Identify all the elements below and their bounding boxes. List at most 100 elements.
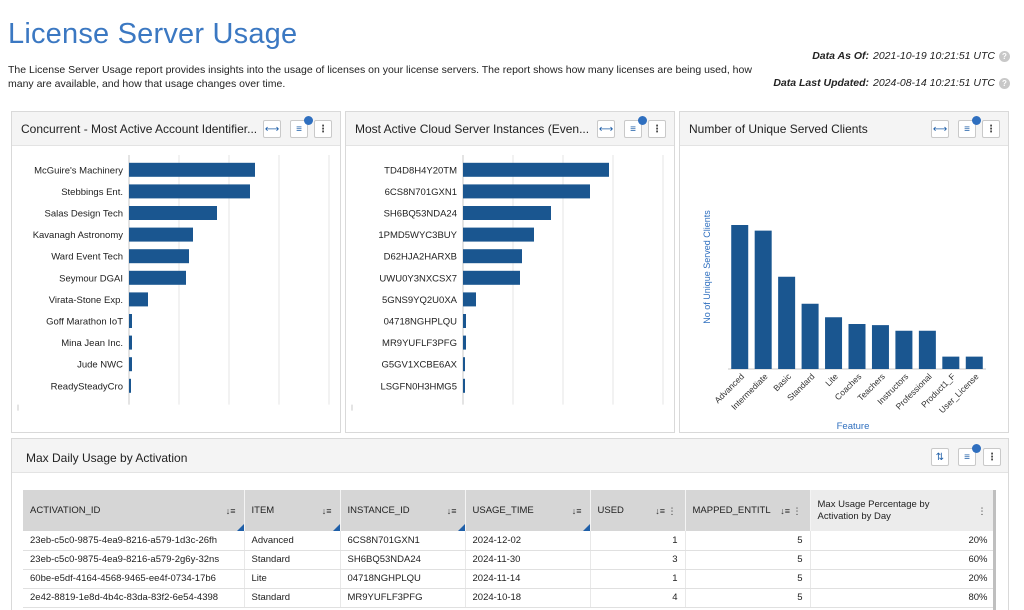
filter-badge xyxy=(972,444,981,453)
bar[interactable] xyxy=(463,292,476,307)
bar[interactable] xyxy=(129,249,189,264)
filter-button[interactable]: ≡ xyxy=(290,116,313,138)
bar[interactable] xyxy=(463,314,466,328)
column-header-label: ITEM xyxy=(251,505,275,516)
bar[interactable] xyxy=(754,230,772,369)
bar[interactable] xyxy=(463,357,465,372)
data-last-updated: Data Last Updated: 2024-08-14 10:21:51 U… xyxy=(773,77,1010,89)
bar[interactable] xyxy=(801,303,819,369)
column-header-label: USED xyxy=(597,505,624,516)
filter-button[interactable]: ≡ xyxy=(624,116,647,138)
data-as-of: Data As Of: 2021-10-19 10:21:51 UTC ? xyxy=(812,50,1010,62)
bar[interactable] xyxy=(463,335,466,350)
bar[interactable] xyxy=(129,357,132,372)
bar[interactable] xyxy=(129,270,186,285)
filter-button[interactable]: ≡ xyxy=(958,116,981,138)
bar[interactable] xyxy=(895,330,913,369)
column-header[interactable]: USAGE_TIME ↓≡ xyxy=(465,490,591,531)
data-last-updated-value: 2024-08-14 10:21:51 UTC xyxy=(873,77,995,89)
bar[interactable] xyxy=(463,184,590,199)
chart-unique-clients: Advanced Intermediate Basic Standard Lite Coa… xyxy=(680,147,1008,432)
bar[interactable] xyxy=(965,356,983,369)
table-cell: 6CS8N701GXN1 xyxy=(340,531,466,551)
column-header-label: MAPPED_ENTITL xyxy=(692,505,771,516)
bar[interactable] xyxy=(129,162,255,177)
table-row[interactable]: 2e42-8819-1e8d-4b4c-83da-83f2-6e54-4398 S… xyxy=(23,588,995,608)
bar[interactable] xyxy=(129,206,217,220)
bar[interactable] xyxy=(463,378,465,393)
data-as-of-value: 2021-10-19 10:21:51 UTC xyxy=(873,50,995,62)
bar[interactable] xyxy=(463,227,534,242)
column-header[interactable]: Max Usage Percentage by Activation by Da… xyxy=(810,490,995,531)
bar[interactable] xyxy=(129,314,132,328)
column-header-label: ACTIVATION_ID xyxy=(30,505,101,516)
sort-icon[interactable]: ↓≡ xyxy=(225,506,236,516)
category-label: Salas Design Tech xyxy=(44,209,123,220)
table-cell: 2024-10-18 xyxy=(465,588,591,608)
bar[interactable] xyxy=(942,356,960,369)
filter-button[interactable]: ≡ xyxy=(958,444,981,466)
sort-icon[interactable]: ↓≡ xyxy=(571,506,582,516)
filter-icon: ≡ xyxy=(964,123,970,135)
sort-icon[interactable]: ↓≡ ⋮ xyxy=(655,506,677,516)
sort-icon[interactable]: ↓≡ ⋮ xyxy=(780,506,802,516)
bar[interactable] xyxy=(463,249,522,264)
table-cell: 2e42-8819-1e8d-4b4c-83da-83f2-6e54-4398 xyxy=(23,588,245,608)
sort-icon[interactable]: ⋮ xyxy=(977,506,987,516)
table-cell: Standard xyxy=(244,550,341,570)
panel-header: Number of Unique Served Clients ⟷ ≡ ⋮ xyxy=(680,112,1008,146)
column-header[interactable]: INSTANCE_ID ↓≡ xyxy=(340,490,466,531)
bar[interactable] xyxy=(463,162,609,177)
column-header[interactable]: ACTIVATION_ID ↓≡ xyxy=(23,490,245,531)
chart-svg: TD4D8H4Y20TM 6CS8N701GXN1 SH6BQ53NDA24 1PMD… xyxy=(351,155,664,411)
table-cell: 1 xyxy=(590,531,686,551)
sort-icon[interactable]: ⇅ xyxy=(931,448,949,466)
table-row[interactable]: 60be-e5df-4164-4568-9465-ee4f-0734-17b6 L… xyxy=(23,569,995,589)
bar[interactable] xyxy=(918,330,936,369)
help-icon[interactable]: ? xyxy=(999,50,1010,62)
bar[interactable] xyxy=(848,324,866,369)
expand-icon[interactable]: ⟷ xyxy=(931,120,949,138)
category-label: 5GNS9YQ2U0XA xyxy=(382,295,458,306)
more-options-icon[interactable]: ⋮ xyxy=(982,120,1000,138)
more-options-icon[interactable]: ⋮ xyxy=(983,448,1001,466)
more-options-icon[interactable]: ⋮ xyxy=(314,120,332,138)
sort-icon[interactable]: ↓≡ xyxy=(321,506,332,516)
table-cell: 04718NGHPLQU xyxy=(340,569,466,589)
panel-concurrent-accounts: Concurrent - Most Active Account Identif… xyxy=(11,111,341,433)
bar[interactable] xyxy=(871,325,889,369)
table-cell: 20% xyxy=(810,569,995,589)
category-label: McGuire's Machinery xyxy=(34,165,123,176)
table-row[interactable]: 23eb-c5c0-9875-4ea9-8216-a579-1d3c-26fh A… xyxy=(23,531,995,551)
panel-title: Number of Unique Served Clients xyxy=(689,122,868,136)
table-cell: 5 xyxy=(685,550,811,570)
table-scrollbar[interactable] xyxy=(993,490,996,610)
bar[interactable] xyxy=(825,317,843,369)
expand-icon[interactable]: ⟷ xyxy=(263,120,281,138)
column-marker xyxy=(582,524,590,531)
bar[interactable] xyxy=(778,276,796,369)
category-label: 6CS8N701GXN1 xyxy=(385,187,457,198)
column-header[interactable]: ITEM ↓≡ xyxy=(244,490,341,531)
more-options-icon[interactable]: ⋮ xyxy=(648,120,666,138)
bar[interactable] xyxy=(731,225,749,369)
bar[interactable] xyxy=(463,206,551,220)
help-icon[interactable]: ? xyxy=(999,77,1010,89)
bar[interactable] xyxy=(129,184,250,199)
bar[interactable] xyxy=(129,227,193,242)
bar[interactable] xyxy=(463,270,520,285)
bar[interactable] xyxy=(129,378,131,393)
bar[interactable] xyxy=(129,335,132,350)
category-label: Lite xyxy=(823,371,840,388)
bar[interactable] xyxy=(129,292,148,307)
filter-icon: ≡ xyxy=(964,451,970,463)
expand-icon[interactable]: ⟷ xyxy=(597,120,615,138)
category-label: D62HJA2HARXB xyxy=(384,252,457,263)
column-header[interactable]: MAPPED_ENTITL ↓≡ ⋮ xyxy=(685,490,811,531)
table-cell: 1 xyxy=(590,569,686,589)
table-row[interactable]: 23eb-c5c0-9875-4ea9-8216-a579-2g6y-32ns S… xyxy=(23,550,995,570)
column-header[interactable]: USED ↓≡ ⋮ xyxy=(590,490,686,531)
sort-icon[interactable]: ↓≡ xyxy=(446,506,457,516)
column-header-label: USAGE_TIME xyxy=(472,505,534,516)
